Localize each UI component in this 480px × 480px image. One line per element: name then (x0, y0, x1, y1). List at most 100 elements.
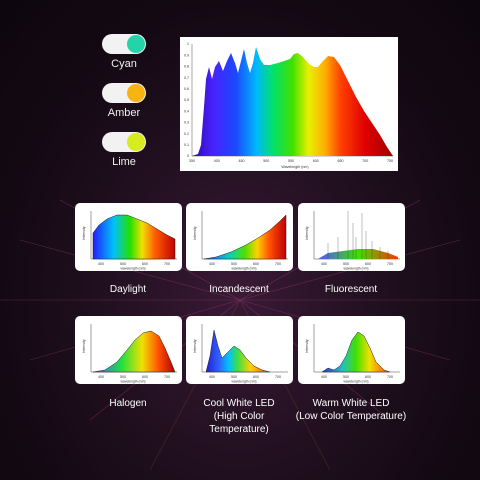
main-x-tick-label: 550 (288, 159, 294, 163)
card-x-tick-label: 500 (120, 375, 126, 379)
warm-white-led-spectrum-chart: Intensity 400 500 600 700 wavelength (nm) (305, 324, 400, 384)
halogen-spectrum-chart: Intensity 400 500 600 700 wavelength (nm) (82, 324, 177, 384)
daylight-card[interactable]: Intensity 400 500 600 700 wavelength (nm) (75, 203, 182, 271)
main-x-tick-label: 450 (239, 159, 245, 163)
card-x-axis-label: wavelength (nm) (231, 267, 256, 271)
main-x-tick-label: 750 (387, 159, 393, 163)
card-x-tick-label: 500 (343, 375, 349, 379)
main-x-tick-label: 500 (263, 159, 269, 163)
incandescent-label-line: Incandescent (209, 284, 269, 295)
card-y-axis-label: Intensity (82, 339, 86, 353)
incandescent-spectrum-chart: Intensity 400 500 600 700 wavelength (nm) (193, 211, 288, 271)
card-x-tick-label: 400 (321, 375, 327, 379)
card-x-tick-label: 600 (142, 375, 148, 379)
cool-white-led-label-line: Temperature) (209, 424, 269, 435)
fluorescent-spectrum-chart: Intensity 400 500 600 700 wavelength (nm) (305, 211, 400, 271)
spectrum-fill (203, 214, 287, 260)
spectrum-fill (92, 330, 176, 373)
cool-white-led-label: Cool White LED (High Color Temperature) (179, 397, 299, 436)
main-x-tick-label: 350 (189, 159, 195, 163)
card-x-tick-label: 700 (387, 375, 393, 379)
card-x-tick-label: 700 (275, 262, 281, 266)
main-y-tick-label: 0 (187, 154, 189, 158)
main-x-axis-label: Wavelength (nm) (281, 165, 308, 169)
card-x-tick-label: 400 (209, 375, 215, 379)
warm-white-led-label-line: Warm White LED (312, 398, 390, 409)
main-x-tick-label: 400 (214, 159, 220, 163)
spectrum-fill (318, 249, 398, 259)
card-x-tick-label: 700 (275, 375, 281, 379)
halogen-card[interactable]: Intensity 400 500 600 700 wavelength (nm) (75, 316, 182, 384)
card-x-tick-label: 600 (142, 262, 148, 266)
fluorescent-label: Fluorescent (291, 283, 411, 296)
card-x-tick-label: 600 (365, 262, 371, 266)
cool-white-led-card[interactable]: Intensity 400 500 600 700 wavelength (nm) (186, 316, 293, 384)
card-x-tick-label: 500 (231, 262, 237, 266)
main-y-tick-label: 0.1 (184, 143, 189, 147)
daylight-label: Daylight (68, 283, 188, 296)
fluorescent-label-line: Fluorescent (324, 284, 378, 295)
main-x-tick-label: 650 (338, 159, 344, 163)
incandescent-card[interactable]: Intensity 400 500 600 700 wavelength (nm) (186, 203, 293, 271)
main-y-tick-label: 0.8 (184, 65, 189, 69)
main-y-tick-label: 0.3 (184, 121, 189, 125)
card-y-axis-label: Intensity (193, 226, 197, 240)
main-y-ticks: 0 0.1 0.2 0.3 0.4 0.5 0.6 0.7 0.8 0.9 1 (184, 42, 189, 158)
spectrum-fill (205, 329, 271, 373)
cyan-toggle[interactable] (102, 34, 146, 54)
card-x-axis-label: wavelength (nm) (120, 380, 145, 384)
cyan-toggle-knob (127, 35, 145, 53)
warm-white-led-label-line: (Low Color Temperature) (295, 411, 407, 422)
halogen-label: Halogen (68, 397, 188, 410)
warm-white-led-label: Warm White LED (Low Color Temperature) (291, 397, 411, 423)
card-x-axis-label: wavelength (nm) (231, 380, 256, 384)
main-spectrum-svg: 0 0.1 0.2 0.3 0.4 0.5 0.6 0.7 0.8 0.9 1 350 400 450 5… (184, 42, 393, 169)
card-x-tick-label: 700 (164, 262, 170, 266)
card-y-axis-label: Intensity (193, 339, 197, 353)
fluorescent-card[interactable]: Intensity 400 500 600 700 wavelength (nm) (298, 203, 405, 271)
card-x-tick-label: 600 (253, 375, 259, 379)
main-y-tick-label: 0.7 (184, 76, 189, 80)
card-x-tick-label: 500 (120, 262, 126, 266)
card-x-tick-label: 700 (164, 375, 170, 379)
amber-toggle[interactable] (102, 83, 146, 103)
main-y-tick-label: 1 (187, 42, 189, 46)
card-y-axis-label: Intensity (82, 226, 86, 240)
card-x-tick-label: 400 (98, 262, 104, 266)
lime-toggle-item: Lime (98, 132, 158, 180)
card-y-axis-label: Intensity (305, 226, 309, 240)
main-x-tick-label: 600 (313, 159, 319, 163)
main-y-tick-label: 0.4 (184, 109, 189, 113)
cool-white-led-spectrum-chart: Intensity 400 500 600 700 wavelength (nm) (193, 324, 288, 384)
lime-toggle-label: Lime (112, 156, 136, 168)
amber-toggle-item: Amber (98, 83, 158, 131)
halogen-label-line: Halogen (109, 398, 147, 409)
card-x-tick-label: 400 (321, 262, 327, 266)
main-y-tick-label: 0.2 (184, 132, 189, 136)
card-x-axis-label: wavelength (nm) (343, 267, 368, 271)
daylight-label-line: Daylight (109, 284, 147, 295)
warm-white-led-card[interactable]: Intensity 400 500 600 700 wavelength (nm) (298, 316, 405, 384)
daylight-spectrum-chart: Intensity 400 500 600 700 wavelength (nm) (82, 211, 177, 271)
card-x-axis-label: wavelength (nm) (120, 267, 145, 271)
card-x-tick-label: 600 (253, 262, 259, 266)
card-x-tick-label: 500 (231, 375, 237, 379)
main-spectrum-chart: 0 0.1 0.2 0.3 0.4 0.5 0.6 0.7 0.8 0.9 1 350 400 450 5… (180, 37, 398, 171)
incandescent-label: Incandescent (179, 283, 299, 296)
main-y-tick-label: 0.9 (184, 53, 189, 57)
cyan-toggle-item: Cyan (98, 34, 158, 82)
lime-toggle-knob (127, 133, 145, 151)
lime-toggle[interactable] (102, 132, 146, 152)
main-x-ticks: 350 400 450 500 550 600 650 700 750 (189, 159, 393, 163)
card-x-axis-label: wavelength (nm) (343, 380, 368, 384)
card-y-axis-label: Intensity (305, 339, 309, 353)
card-x-tick-label: 700 (387, 262, 393, 266)
amber-toggle-knob (127, 84, 145, 102)
amber-toggle-label: Amber (107, 107, 141, 119)
card-x-tick-label: 400 (98, 375, 104, 379)
card-x-tick-label: 400 (209, 262, 215, 266)
main-y-tick-label: 0.5 (184, 98, 189, 102)
spectrum-fill (321, 331, 391, 373)
cool-white-led-label-line: (High Color (213, 411, 265, 422)
cyan-toggle-label: Cyan (111, 58, 137, 70)
